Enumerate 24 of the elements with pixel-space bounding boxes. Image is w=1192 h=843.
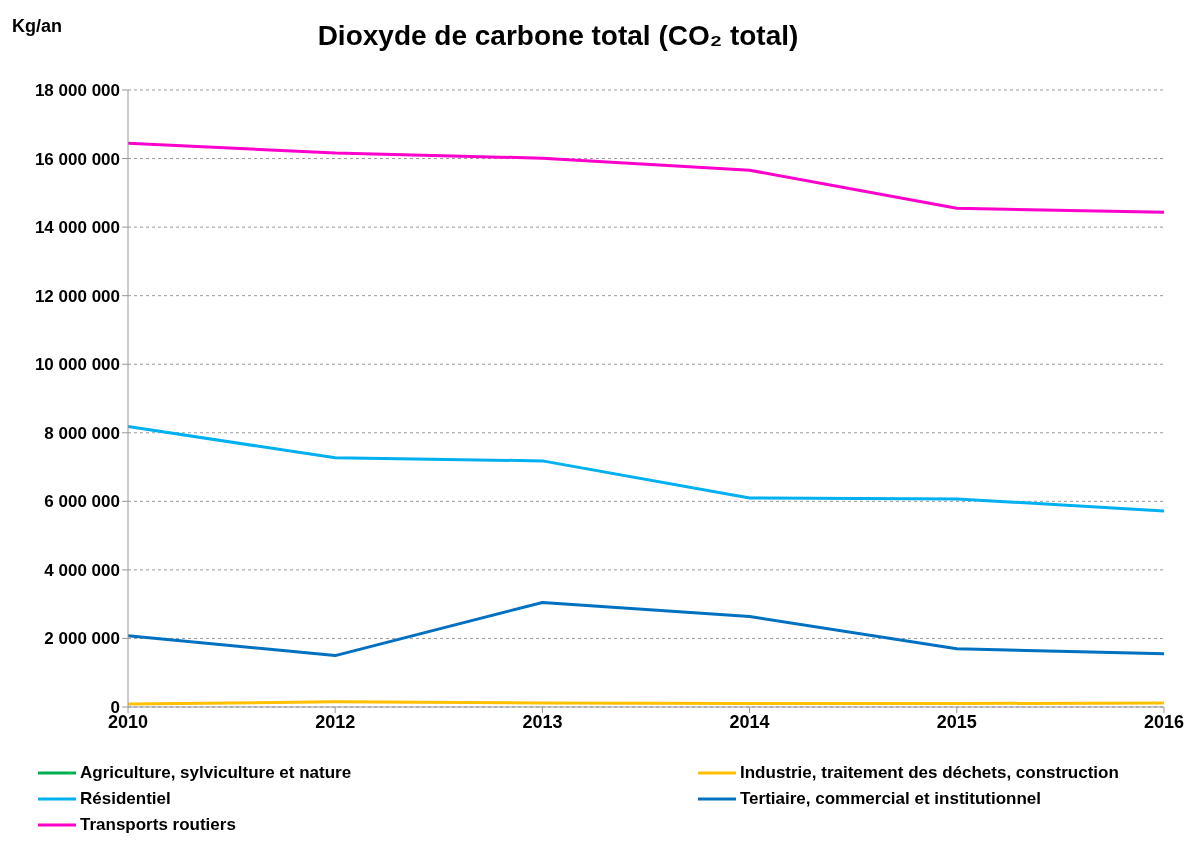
x-tick-label: 2012 [315, 711, 356, 732]
y-tick-label: 8 000 000 [44, 423, 120, 443]
legend-label: Industrie, traitement des déchets, construction [740, 763, 1119, 783]
x-tick-label: 2015 [936, 711, 977, 732]
y-tick-label: 18 000 000 [34, 81, 120, 101]
legend-label: Agriculture, sylviculture et nature [80, 763, 352, 783]
y-tick-label: 16 000 000 [34, 149, 120, 169]
x-tick-label: 2013 [522, 711, 563, 732]
line-series [126, 600, 1166, 658]
y-tick-label: 4 000 000 [44, 560, 120, 580]
x-tick-label: 2014 [729, 711, 770, 732]
y-tick-label: 14 000 000 [34, 218, 120, 238]
line-series [126, 141, 1166, 214]
y-tick-label: 6 000 000 [44, 492, 120, 512]
legend-label: Résidentiel [80, 789, 171, 809]
x-tick-label: 2016 [1143, 711, 1185, 732]
legend-label: Tertiaire, commercial et institutionnel [740, 789, 1042, 809]
chart-title: Dioxyde de carbone total (CO₂ total) [317, 20, 799, 51]
legend-label: Transports routiers [80, 815, 236, 835]
line-series [126, 425, 1166, 513]
y-tick-label: 10 000 000 [34, 355, 120, 375]
y-axis-title: Kg/an [12, 16, 63, 37]
y-tick-label: 12 000 000 [34, 286, 120, 306]
y-tick-label: 2 000 000 [44, 629, 120, 649]
